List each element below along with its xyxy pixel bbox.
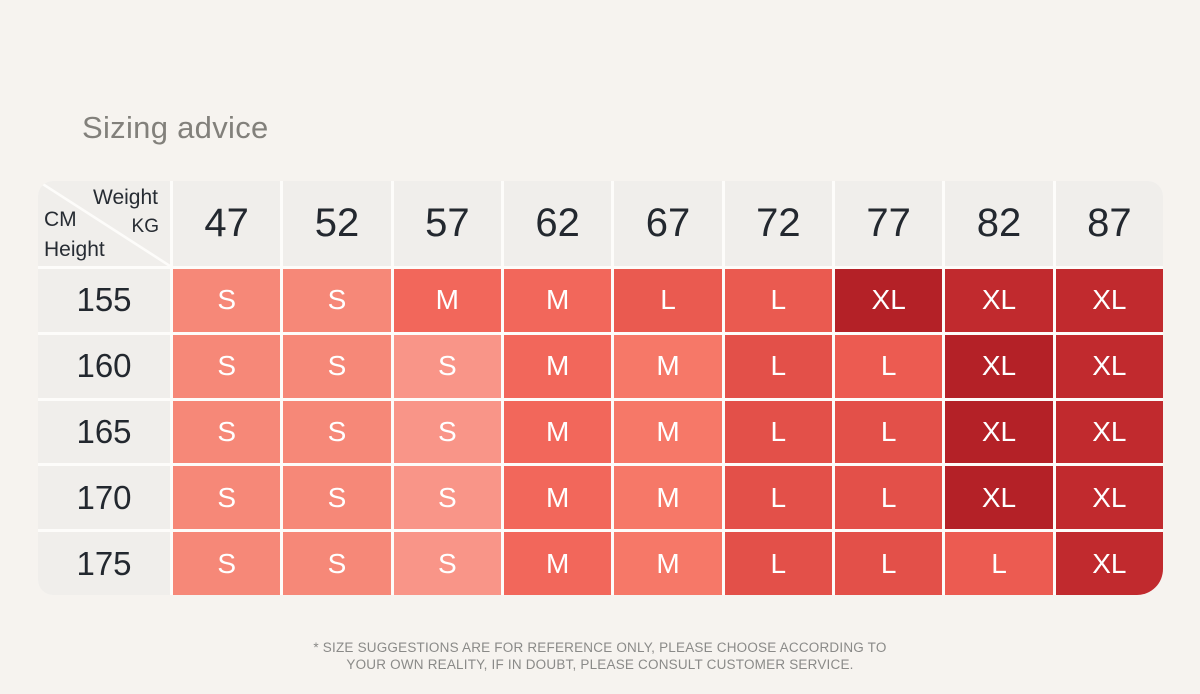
size-cell: M [504, 532, 612, 595]
size-cell: XL [835, 269, 943, 332]
size-cell: S [393, 466, 501, 530]
size-cell: S [173, 334, 281, 398]
weight-header-cell: 47 [173, 181, 281, 266]
weight-header-cell: 82 [945, 181, 1053, 266]
size-cell: S [283, 269, 391, 332]
size-cell: M [614, 466, 722, 530]
size-cell: M [614, 334, 722, 398]
size-cell: S [393, 532, 501, 595]
size-cell: S [393, 400, 501, 464]
weight-header-cell: 87 [1055, 181, 1163, 266]
disclaimer-text: * SIZE SUGGESTIONS ARE FOR REFERENCE ONL… [0, 640, 1200, 673]
size-cell: M [504, 269, 612, 332]
disclaimer-line-1: * SIZE SUGGESTIONS ARE FOR REFERENCE ONL… [313, 640, 887, 655]
size-cell: XL [945, 269, 1053, 332]
corner-cm-label: CM [44, 208, 77, 231]
size-cell: L [835, 466, 943, 530]
size-cell: XL [1055, 334, 1163, 398]
diagonal-divider [38, 181, 170, 266]
height-label-cell: 160 [38, 334, 170, 398]
weight-header-cell: 52 [283, 181, 391, 266]
size-cell: L [945, 532, 1053, 595]
page-title: Sizing advice [82, 110, 269, 145]
size-cell: L [835, 532, 943, 595]
size-cell: M [504, 334, 612, 398]
height-label-cell: 155 [38, 269, 170, 332]
weight-header-cell: 62 [504, 181, 612, 266]
disclaimer-line-2: YOUR OWN REALITY, IF IN DOUBT, PLEASE CO… [346, 656, 854, 672]
size-cell: S [283, 400, 391, 464]
size-cell: XL [945, 334, 1053, 398]
size-cell: L [724, 400, 832, 464]
corner-height-label: Height [44, 238, 105, 261]
size-cell: M [614, 400, 722, 464]
sizing-table: Weight CM KG Height 47 52 57 62 67 72 77 82 87 155 S S M… [38, 181, 1163, 595]
size-cell: S [283, 466, 391, 530]
weight-header-cell: 72 [724, 181, 832, 266]
size-cell: M [614, 532, 722, 595]
weight-header-cell: 57 [393, 181, 501, 266]
size-cell: XL [1055, 269, 1163, 332]
corner-weight-label: Weight [93, 186, 158, 209]
corner-kg-label: KG [131, 216, 159, 237]
size-cell: XL [1055, 466, 1163, 530]
size-cell: S [283, 334, 391, 398]
size-cell: L [724, 334, 832, 398]
size-cell: XL [1055, 400, 1163, 464]
size-cell: XL [1055, 532, 1163, 595]
size-cell: L [724, 532, 832, 595]
size-cell: S [173, 269, 281, 332]
size-cell: S [173, 466, 281, 530]
size-cell: S [393, 334, 501, 398]
size-cell: XL [945, 400, 1053, 464]
weight-header-cell: 67 [614, 181, 722, 266]
size-cell: L [614, 269, 722, 332]
size-cell: S [173, 532, 281, 595]
size-cell: S [173, 400, 281, 464]
height-label-cell: 165 [38, 400, 170, 464]
size-cell: XL [945, 466, 1053, 530]
size-cell: L [724, 269, 832, 332]
size-cell: M [504, 466, 612, 530]
table-corner-header: Weight CM KG Height [38, 181, 170, 266]
size-cell: L [724, 466, 832, 530]
height-label-cell: 175 [38, 532, 170, 595]
size-cell: M [504, 400, 612, 464]
size-cell: L [835, 334, 943, 398]
weight-header-cell: 77 [835, 181, 943, 266]
size-cell: L [835, 400, 943, 464]
size-cell: S [283, 532, 391, 595]
height-label-cell: 170 [38, 466, 170, 530]
size-cell: M [393, 269, 501, 332]
